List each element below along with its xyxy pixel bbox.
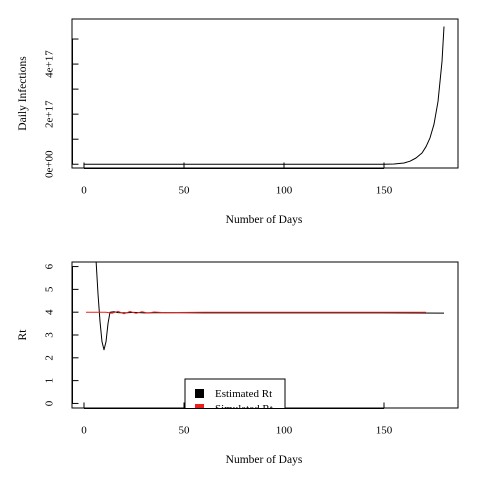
- y-tick-label: 5: [44, 286, 56, 292]
- y-tick-label: 6: [44, 263, 56, 269]
- legend-label-estimated-rt: Estimated Rt: [215, 388, 272, 400]
- x-tick-label: 0: [81, 425, 87, 437]
- x-tick-label: 50: [179, 425, 191, 437]
- y-axis: 0e+00 2e+17 4e+17: [44, 38, 79, 178]
- legend-label-simulated-rt: Simulated Rt: [215, 403, 273, 415]
- legend-key-simulated-rt: [195, 404, 204, 408]
- y-tick-label: 0: [44, 400, 56, 406]
- x-tick-label: 150: [376, 185, 393, 197]
- y-axis: 0 1 2 3 4 5 6: [44, 263, 79, 406]
- x-tick-label: 50: [179, 185, 191, 197]
- estimated-rt-line: [95, 262, 445, 351]
- x-axis: 0 50 100 150: [81, 402, 393, 437]
- y-axis-label: Rt: [17, 329, 29, 341]
- x-axis-label: Number of Days: [226, 214, 303, 226]
- x-tick-label: 100: [276, 185, 293, 197]
- x-axis-label: Number of Days: [226, 454, 303, 466]
- legend: Estimated Rt Simulated Rt: [184, 378, 286, 415]
- y-tick-label: 4: [44, 309, 56, 315]
- daily-infections-panel: 0 50 100 150 0e+00 2e+17 4e+17 Number of Days…: [17, 18, 459, 226]
- x-tick-label: 100: [276, 425, 293, 437]
- y-axis-label: Daily Infections: [17, 56, 29, 131]
- y-tick-label: 2: [44, 355, 56, 361]
- y-tick-label: 2e+17: [44, 100, 56, 128]
- legend-key-estimated-rt: [195, 389, 204, 398]
- plot-box: [71, 18, 459, 169]
- simulated-rt-line: [86, 310, 426, 315]
- series-group: [84, 26, 445, 165]
- x-tick-label: 0: [81, 185, 87, 197]
- y-tick-label: 4e+17: [44, 50, 56, 78]
- rt-panel: 0 50 100 150 0 1 2 3 4 5 6 Number of Days Rt Esti…: [17, 261, 459, 466]
- y-tick-label: 0e+00: [44, 150, 56, 178]
- y-tick-label: 3: [44, 332, 56, 338]
- series-line: [84, 26, 445, 165]
- y-tick-label: 1: [44, 378, 56, 384]
- x-tick-label: 150: [376, 425, 393, 437]
- x-axis: 0 50 100 150: [81, 162, 393, 197]
- series-group: [86, 262, 445, 351]
